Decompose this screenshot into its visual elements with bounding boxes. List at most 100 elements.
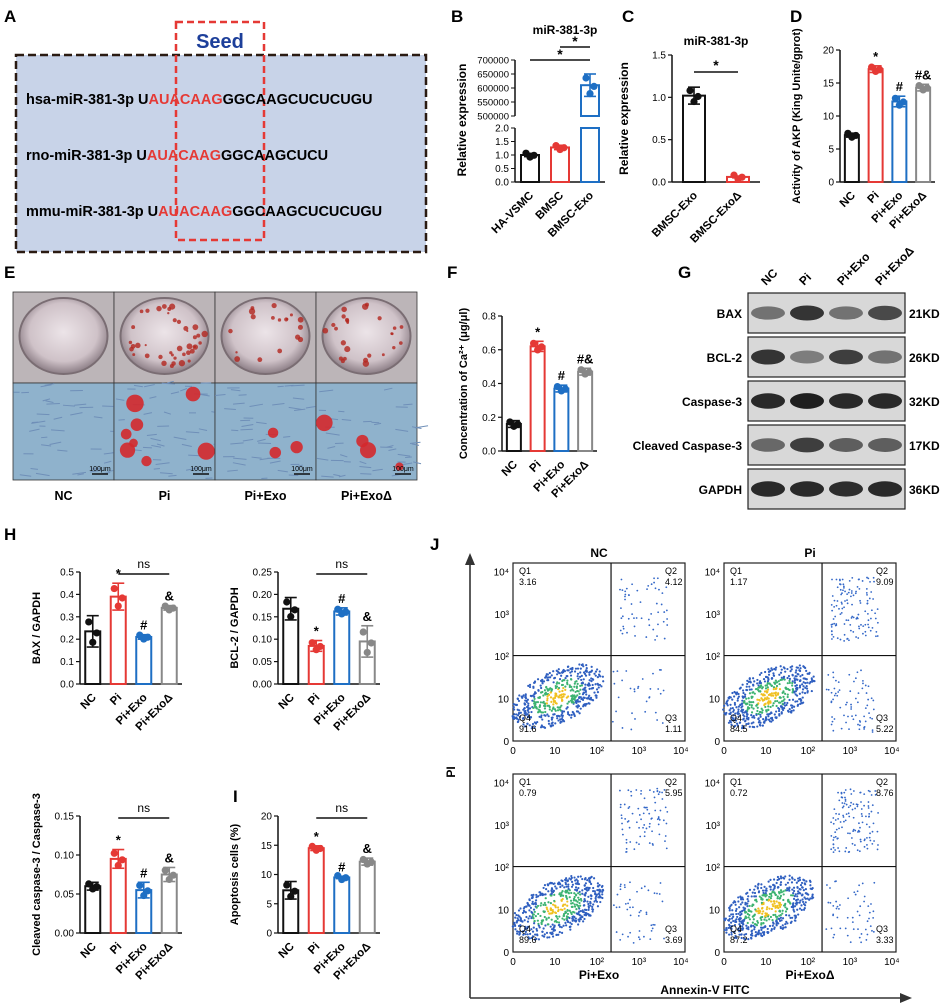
- event: [532, 893, 535, 896]
- event: [839, 638, 842, 641]
- event: [740, 898, 743, 901]
- event: [547, 916, 550, 919]
- event: [522, 909, 526, 912]
- event: [743, 909, 746, 912]
- event: [855, 590, 857, 593]
- event: [868, 836, 871, 839]
- quadrant-value: 9.09: [876, 577, 894, 587]
- event: [593, 672, 596, 675]
- event: [627, 594, 630, 596]
- event: [555, 669, 558, 672]
- event: [521, 911, 525, 915]
- cell-fiber: [156, 443, 165, 447]
- event: [776, 897, 779, 900]
- event: [531, 916, 535, 919]
- event: [773, 667, 776, 671]
- quadrant-value: 5.95: [665, 788, 683, 798]
- event: [774, 694, 778, 697]
- event: [573, 670, 577, 673]
- event: [734, 719, 738, 722]
- event: [770, 711, 773, 714]
- event: [776, 699, 779, 703]
- event: [777, 906, 780, 910]
- cell-fiber: [240, 428, 253, 431]
- event: [799, 883, 803, 887]
- event: [799, 679, 802, 682]
- calcium-deposit: [156, 305, 162, 312]
- event: [857, 613, 860, 616]
- ns-label: ns: [137, 801, 150, 815]
- event: [530, 727, 533, 730]
- y-tick-label: 0: [503, 948, 509, 959]
- event: [774, 679, 777, 682]
- event: [585, 702, 588, 706]
- cell-fiber: [372, 468, 383, 472]
- sequence-row-3: mmu-miR-381-3p UAUACAAGGGCAAGCUCUCUGU: [26, 204, 382, 220]
- event: [576, 675, 579, 678]
- event: [791, 684, 794, 687]
- event: [842, 805, 845, 808]
- event: [737, 912, 740, 915]
- event: [594, 694, 598, 697]
- event: [515, 703, 518, 707]
- event: [827, 674, 830, 676]
- event: [768, 918, 771, 921]
- event: [533, 721, 536, 724]
- event: [625, 838, 628, 841]
- event: [854, 677, 857, 680]
- series-2-point-1: [530, 339, 538, 347]
- event: [516, 714, 520, 717]
- significance-mark-4: #&: [577, 351, 594, 366]
- event: [577, 923, 580, 926]
- event: [629, 931, 632, 934]
- series-3-point-3: [557, 387, 565, 395]
- event: [635, 789, 638, 791]
- protein-label: Caspase-3: [682, 395, 742, 409]
- event: [859, 838, 862, 841]
- y-tick-label: 700000: [477, 56, 509, 67]
- plot-subtitle: Pi+ExoΔ: [786, 968, 835, 982]
- event: [557, 719, 560, 722]
- event: [856, 805, 859, 808]
- event: [549, 907, 552, 910]
- event: [745, 688, 748, 692]
- event: [785, 889, 789, 892]
- event: [725, 927, 728, 930]
- band-2: [790, 350, 824, 364]
- sequence-row-2: rno-miR-381-3p UAUACAAGGGCAAGCUCU: [26, 148, 328, 164]
- event: [567, 700, 571, 703]
- event: [631, 583, 634, 586]
- event: [866, 704, 869, 707]
- event: [621, 632, 624, 635]
- event: [748, 677, 751, 681]
- event: [566, 679, 569, 682]
- event: [533, 691, 537, 694]
- event: [753, 716, 756, 719]
- calcium-deposit: [250, 306, 255, 310]
- event: [544, 676, 547, 679]
- event: [645, 806, 648, 809]
- event: [760, 907, 764, 910]
- event: [574, 886, 578, 889]
- event: [514, 928, 517, 931]
- event: [546, 699, 549, 702]
- mineral-nodule: [360, 442, 377, 459]
- event: [774, 696, 777, 700]
- event: [536, 678, 540, 681]
- event: [850, 592, 853, 594]
- event: [861, 882, 864, 885]
- event: [730, 931, 733, 934]
- event: [561, 879, 564, 883]
- event: [834, 831, 837, 834]
- event: [772, 686, 776, 689]
- event: [573, 892, 576, 895]
- event: [611, 720, 614, 723]
- event: [838, 799, 841, 802]
- event: [861, 815, 864, 818]
- event: [753, 692, 756, 695]
- event: [635, 821, 638, 824]
- event: [864, 707, 867, 710]
- event: [751, 921, 754, 924]
- event: [630, 790, 632, 793]
- event: [750, 706, 753, 709]
